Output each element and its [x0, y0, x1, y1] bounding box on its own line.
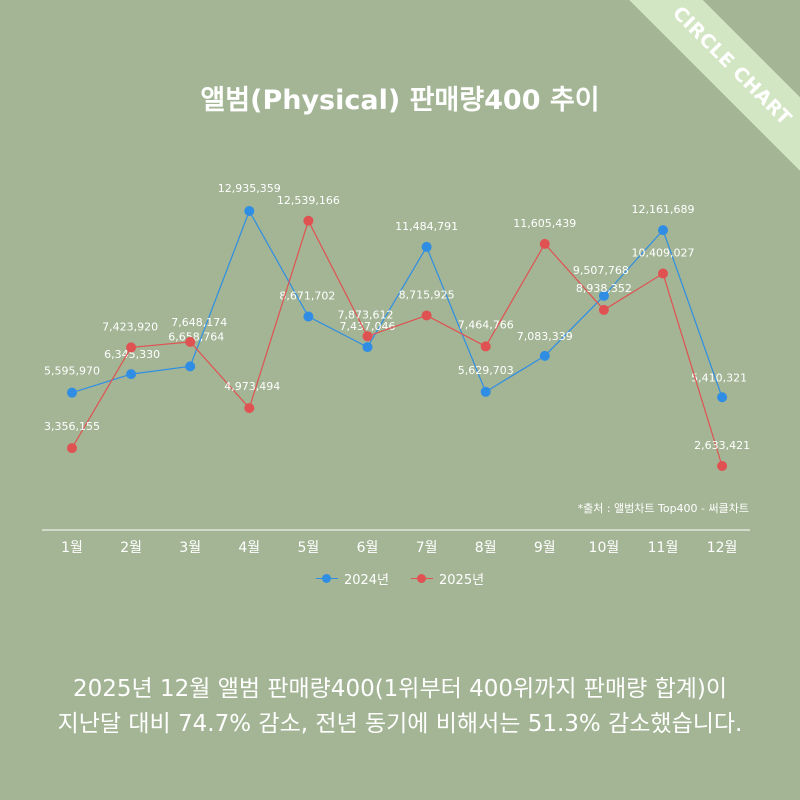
legend-label-2025: 2025년: [439, 573, 485, 588]
data-point: [598, 290, 609, 301]
data-point: [362, 342, 373, 353]
data-label: 8,715,925: [399, 288, 455, 301]
x-tick-label: 5월: [298, 540, 320, 556]
data-point: [480, 341, 491, 352]
data-point: [717, 392, 728, 403]
data-point: [362, 331, 373, 342]
data-point: [539, 350, 550, 361]
chart-legend: 2024년 2025년: [0, 569, 800, 588]
legend-marker-2024: [315, 573, 338, 585]
data-label: 7,423,920: [102, 320, 158, 333]
data-label: 7,437,046: [340, 320, 396, 333]
x-tick-label: 4월: [238, 540, 260, 556]
data-label: 8,671,702: [279, 290, 335, 303]
x-tick-label: 8월: [475, 540, 497, 556]
data-label: 4,973,494: [224, 380, 280, 393]
data-label: 11,605,439: [513, 217, 576, 230]
x-tick-label: 2월: [120, 540, 142, 556]
data-point: [303, 311, 314, 322]
x-tick-label: 11월: [648, 540, 679, 556]
x-tick-label: 6월: [357, 540, 379, 556]
summary-line-2: 지난달 대비 74.7% 감소, 전년 동기에 비해서는 51.3% 감소했습니…: [57, 711, 743, 737]
data-point: [421, 310, 432, 321]
data-label: 2,633,421: [694, 439, 750, 452]
x-tick-label: 1월: [61, 540, 83, 556]
data-point: [67, 443, 77, 454]
x-tick-label: 9월: [534, 540, 556, 556]
data-point: [244, 403, 255, 414]
data-point: [658, 268, 668, 279]
data-point: [67, 387, 77, 398]
chart-title: 앨범(Physical) 판매량400 추이: [200, 85, 600, 116]
x-tick-label: 12월: [707, 540, 738, 556]
data-label: 11,484,791: [395, 220, 458, 233]
data-label: 7,464,766: [458, 318, 514, 331]
legend-item-2024: 2024년: [315, 569, 389, 588]
source-note: *출처 : 앨범차트 Top400 - 써클차트: [577, 502, 749, 515]
x-tick-label: 10월: [589, 540, 620, 556]
data-label: 5,595,970: [44, 365, 100, 378]
data-label: 7,083,339: [517, 330, 573, 343]
data-point: [244, 206, 255, 216]
legend-item-2025: 2025년: [411, 569, 484, 588]
legend-marker-2025: [411, 573, 433, 585]
series-line-1: [71, 219, 723, 467]
data-label: 3,356,155: [44, 420, 100, 433]
data-label: 5,629,703: [458, 364, 514, 377]
x-tick-label: 7월: [416, 540, 438, 556]
data-label: 12,161,689: [632, 203, 695, 216]
data-point: [303, 215, 314, 226]
data-label: 12,935,359: [218, 182, 281, 195]
data-label: 10,409,027: [632, 247, 695, 260]
data-point: [480, 386, 491, 397]
data-point: [421, 241, 432, 252]
legend-label-2024: 2024년: [343, 573, 389, 588]
data-point: [126, 342, 137, 353]
data-label: 8,938,352: [576, 282, 632, 295]
data-point: [185, 361, 196, 372]
data-point: [185, 336, 196, 347]
data-label: 12,539,166: [277, 194, 340, 207]
data-label: 7,873,612: [338, 308, 394, 321]
data-point: [717, 461, 728, 471]
data-label: 6,345,330: [104, 348, 160, 361]
data-point: [539, 238, 550, 249]
x-tick-label: 3월: [179, 540, 201, 556]
series-line-0: [71, 209, 723, 398]
data-point: [658, 225, 668, 236]
summary-line-1: 2025년 12월 앨범 판매량400(1위부터 400위까지 판매량 합계)이: [72, 676, 728, 702]
data-point: [598, 304, 609, 315]
data-label: 7,648,174: [171, 316, 227, 329]
data-point: [126, 369, 137, 380]
data-label: 9,507,768: [573, 264, 629, 277]
data-label: 6,658,764: [168, 330, 224, 343]
summary-text: 2025년 12월 앨범 판매량400(1위부터 400위까지 판매량 합계)이…: [0, 672, 800, 742]
data-label: 5,410,321: [691, 371, 747, 384]
